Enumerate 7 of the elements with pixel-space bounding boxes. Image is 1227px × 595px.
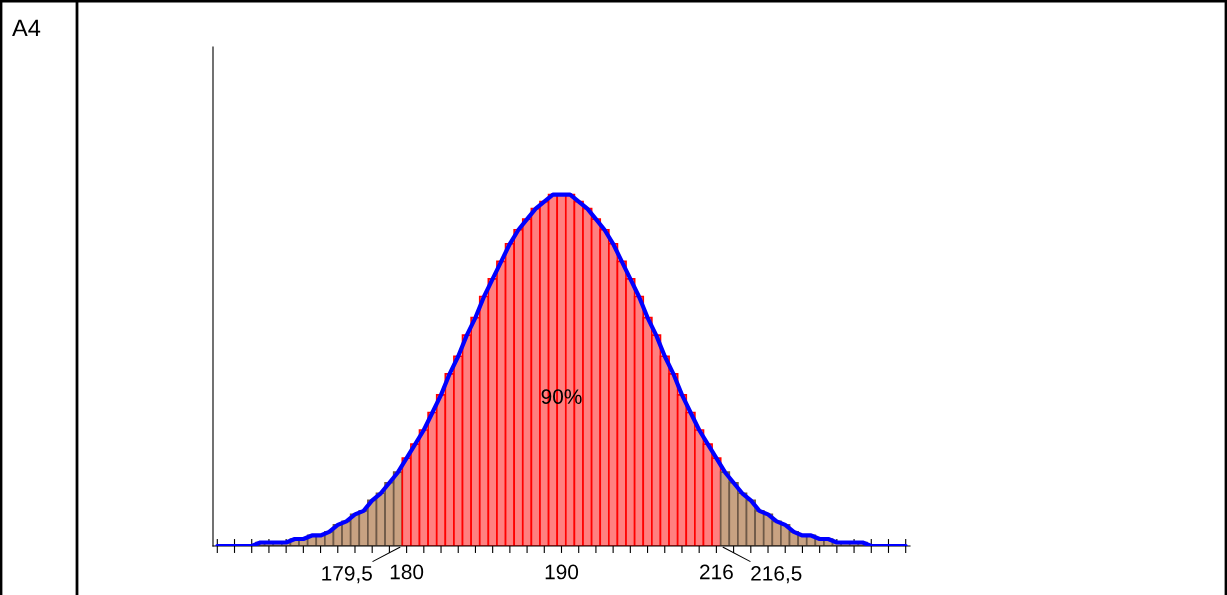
x-tick-label: 190 [545,564,579,580]
annotation: 179,5 [322,565,372,584]
annotation: 90% [541,389,582,404]
x-tick-label: 180 [390,564,424,580]
x-tick-label: 216 [700,564,733,580]
annotation: 216,5 [751,565,802,584]
text: A4 [12,19,41,37]
